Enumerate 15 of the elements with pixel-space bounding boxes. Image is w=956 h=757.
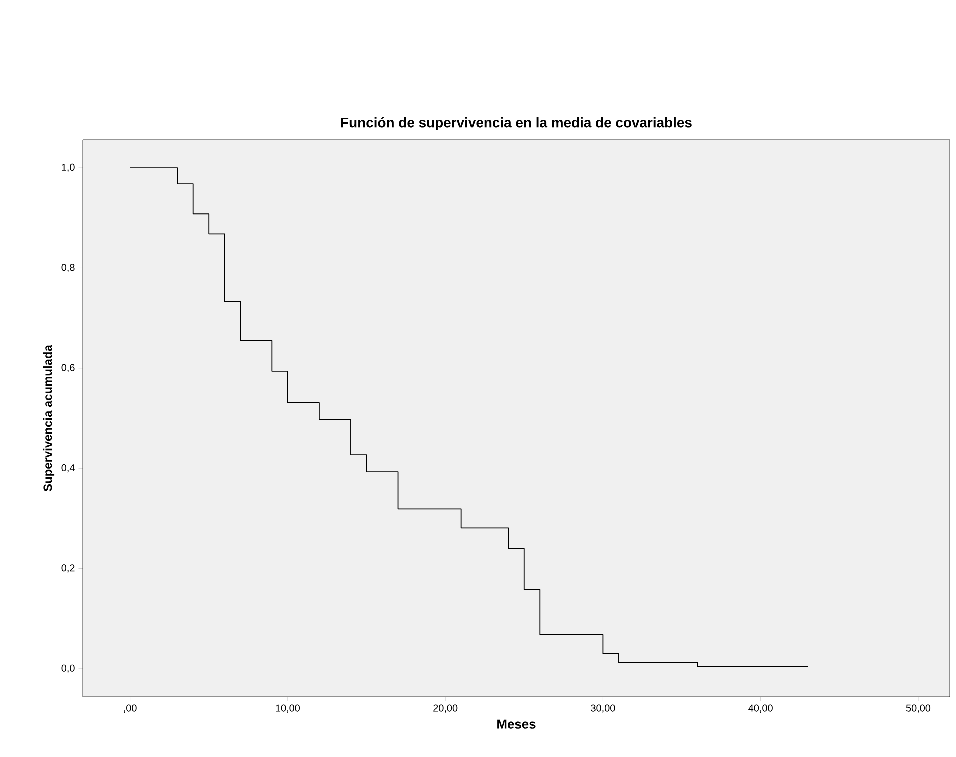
x-tick-label: 10,00 bbox=[276, 704, 300, 714]
x-tick-label: 40,00 bbox=[748, 704, 773, 714]
x-tick-label: 50,00 bbox=[906, 704, 931, 714]
chart-title: Función de supervivencia en la media de covariables bbox=[341, 117, 692, 130]
y-tick-label: 0,4 bbox=[62, 464, 75, 473]
x-axis-title: Meses bbox=[498, 720, 536, 729]
y-tick-label: 0,2 bbox=[62, 564, 75, 573]
y-tick-label: 0,0 bbox=[62, 664, 75, 674]
y-tick-label: 0,8 bbox=[62, 264, 75, 272]
y-axis-title: Supervivencia acumulada bbox=[43, 345, 55, 492]
y-tick-label: 0,6 bbox=[62, 364, 75, 373]
x-tick-label: 20,00 bbox=[434, 704, 458, 714]
x-tick-label: 30,00 bbox=[591, 704, 616, 714]
y-tick-label: 1,0 bbox=[62, 164, 75, 172]
x-tick-label: ,00 bbox=[124, 704, 137, 714]
